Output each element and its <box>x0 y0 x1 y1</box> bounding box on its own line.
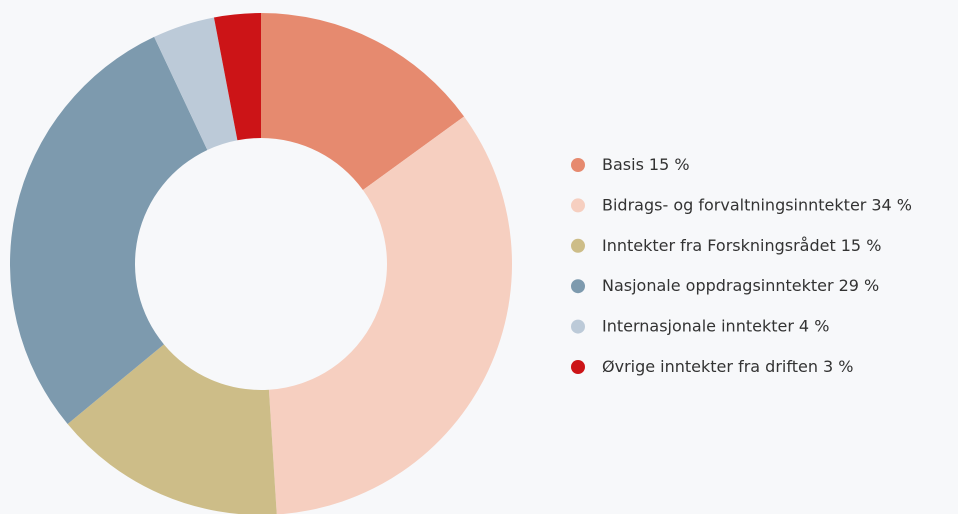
legend-marker <box>571 279 585 294</box>
legend-label: Øvrige inntekter fra driften 3 % <box>602 357 853 376</box>
legend-category: Øvrige inntekter fra driften <box>602 357 818 376</box>
legend-category: Basis <box>602 155 644 174</box>
donut-segment <box>213 13 261 141</box>
legend-label: Bidrags- og forvaltningsinntekter 34 % <box>602 195 912 214</box>
legend-category: Bidrags- og forvaltningsinntekter <box>602 195 867 214</box>
donut-segment <box>268 116 512 514</box>
donut-segment <box>67 344 277 514</box>
legend-value: 29 % <box>839 276 880 295</box>
legend-label: Inntekter fra Forskningsrådet 15 % <box>602 235 881 254</box>
legend-category: Internasjonale inntekter <box>602 316 794 335</box>
legend-category: Nasjonale oppdragsinntekter <box>602 276 834 295</box>
legend-marker <box>571 319 585 334</box>
donut-segment <box>261 13 465 190</box>
legend-value: 15 % <box>649 155 690 174</box>
legend-label: Internasjonale inntekter 4 % <box>602 316 829 335</box>
donut-segment <box>9 36 208 424</box>
legend-category: Inntekter fra Forskningsrådet <box>602 235 836 254</box>
legend-marker <box>571 158 585 172</box>
legend-marker <box>571 198 585 213</box>
legend-label: Basis 15 % <box>602 155 690 174</box>
legend-value: 3 % <box>823 357 853 376</box>
legend-value: 34 % <box>871 195 912 214</box>
legend-value: 15 % <box>841 235 882 254</box>
legend-value: 4 % <box>799 316 829 335</box>
legend-label: Nasjonale oppdragsinntekter 29 % <box>602 276 879 295</box>
donut-segment <box>154 17 238 150</box>
legend-marker <box>571 360 585 374</box>
legend-marker <box>571 238 585 253</box>
